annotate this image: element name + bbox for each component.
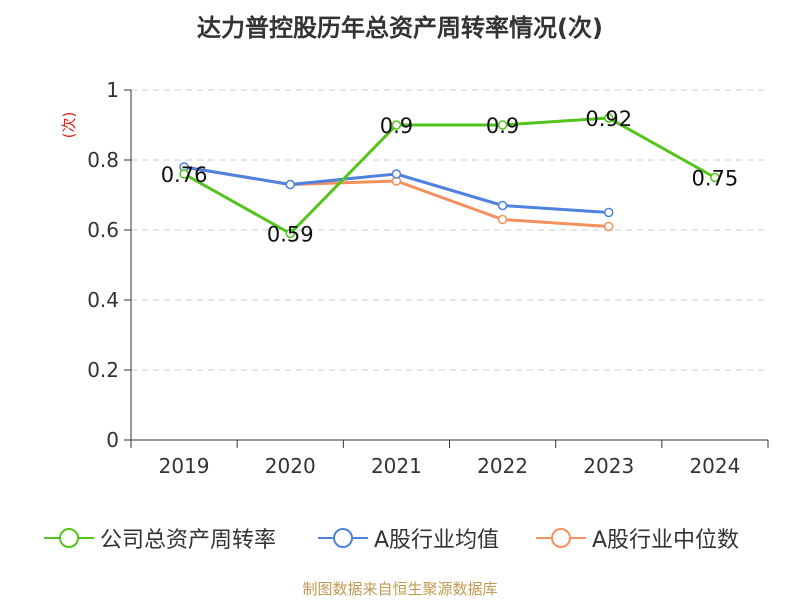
grid-lines — [131, 89, 768, 371]
chart-title: 达力普控股历年总资产周转率情况(次) — [197, 14, 603, 42]
y-tick-label: 1 — [106, 78, 119, 102]
data-point[interactable] — [391, 120, 402, 130]
legend-item-company[interactable]: 公司总资产周转率 — [44, 518, 276, 558]
legend-marker-company — [44, 528, 94, 548]
data-label: 0.76 — [161, 163, 208, 187]
legend-label-industry-median: A股行业中位数 — [592, 528, 740, 553]
legend-label-industry-mean: A股行业均值 — [374, 528, 500, 553]
data-point[interactable] — [391, 169, 402, 179]
data-point[interactable] — [710, 172, 720, 183]
data-point[interactable] — [497, 120, 508, 130]
data-point[interactable] — [604, 207, 614, 218]
data-point[interactable] — [604, 113, 614, 123]
data-point[interactable] — [285, 179, 295, 190]
data-point[interactable] — [179, 169, 189, 179]
data-labels: 0.76 0.59 0.9 0.9 0.92 0.75 — [161, 107, 739, 247]
x-tick-label: 2020 — [265, 454, 316, 478]
legend-label-company: 公司总资产周转率 — [100, 528, 277, 553]
data-label: 0.92 — [585, 107, 632, 131]
y-axis-label: (次) — [60, 112, 78, 139]
x-tick-label: 2022 — [477, 454, 528, 478]
data-point[interactable] — [285, 228, 295, 239]
data-label: 0.9 — [380, 114, 413, 138]
y-tick-label: 0 — [106, 428, 119, 452]
legend-item-industry-mean[interactable]: A股行业均值 — [318, 518, 499, 558]
data-source-note: 制图数据来自恒生聚源数据库 — [302, 580, 498, 598]
axes: 0 0.2 0.4 0.6 0.8 1 2019 2020 2021 2022 2023 2024 (次… — [60, 78, 769, 478]
legend-marker-industry-mean — [318, 528, 368, 548]
data-point[interactable] — [604, 221, 614, 232]
data-point[interactable] — [497, 214, 508, 225]
data-point[interactable] — [497, 200, 508, 211]
series-line-0 — [183, 116, 716, 235]
legend-marker-industry-median — [536, 528, 586, 548]
x-tick-label: 2023 — [583, 454, 634, 478]
data-label: 0.75 — [692, 167, 739, 191]
legend: 公司总资产周转率 A股行业均值 A股行业中位数 — [0, 518, 800, 558]
x-tick-label: 2021 — [371, 454, 422, 478]
y-tick-label: 0.2 — [87, 358, 119, 382]
y-tick-label: 0.4 — [87, 288, 119, 312]
x-tick-label: 2024 — [689, 454, 740, 478]
x-tick-label: 2019 — [159, 454, 210, 478]
series-lines — [179, 113, 720, 239]
data-label: 0.9 — [486, 114, 519, 138]
y-tick-label: 0.6 — [87, 218, 119, 242]
legend-item-industry-median[interactable]: A股行业中位数 — [536, 518, 739, 558]
y-tick-label: 0.8 — [87, 148, 119, 172]
data-label: 0.59 — [267, 223, 314, 247]
